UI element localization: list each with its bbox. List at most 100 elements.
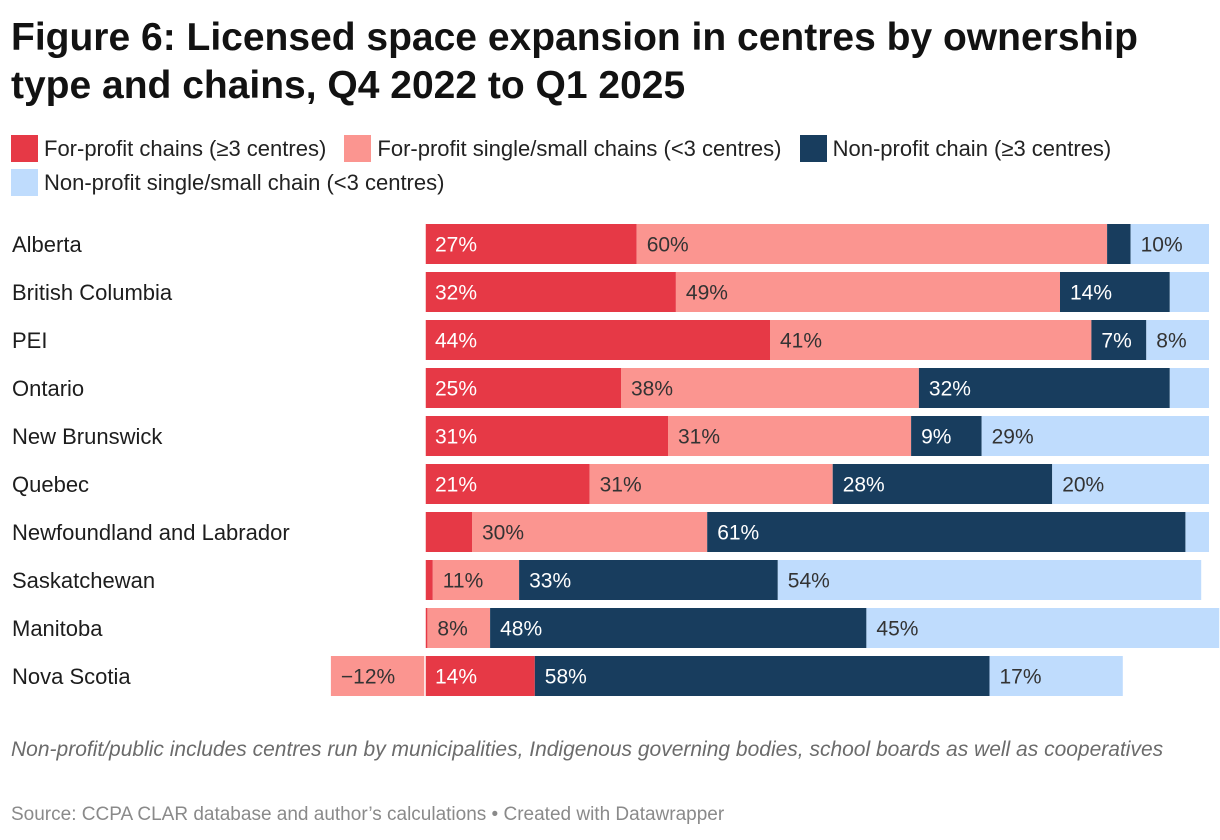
value-label-saskatchewan-non-profit-single: 54% (788, 570, 830, 593)
value-label-british-columbia-for-profit-chains: 32% (435, 282, 477, 305)
legend-swatch-non-profit-single (11, 169, 38, 196)
value-label-alberta-for-profit-chains: 27% (435, 234, 477, 257)
bar-ontario-for-profit-chains (425, 368, 621, 408)
value-label-nova-scotia-for-profit-chains: 14% (435, 666, 477, 689)
bar-quebec-for-profit-single (589, 464, 833, 504)
stacked-bar-chart: Alberta 27% 60% 10% British Columbia 32% 49% 14… (12, 222, 1220, 698)
bar-newfoundland-and-labrador-for-profit-chains (425, 512, 472, 552)
chart-source: Source: CCPA CLAR database and author’s … (11, 804, 725, 825)
bar-manitoba-for-profit-chains (425, 608, 428, 648)
bar-quebec-for-profit-chains (425, 464, 590, 504)
value-label-new-brunswick-non-profit-chain: 9% (921, 426, 951, 449)
bar-quebec-non-profit-single (1052, 464, 1209, 504)
bar-new-brunswick-non-profit-chain (911, 416, 982, 456)
value-label-manitoba-for-profit-single: 8% (437, 618, 467, 641)
bar-british-columbia-for-profit-single (675, 272, 1061, 312)
value-label-ontario-for-profit-chains: 25% (435, 378, 477, 401)
row-label-ontario: Ontario (12, 376, 84, 401)
bar-alberta-for-profit-single (636, 224, 1108, 264)
bar-newfoundland-and-labrador-non-profit-single (1185, 512, 1209, 552)
bar-manitoba-for-profit-single (427, 608, 491, 648)
value-label-new-brunswick-non-profit-single: 29% (992, 426, 1034, 449)
value-label-quebec-non-profit-chain: 28% (843, 474, 885, 497)
row-label-pei: PEI (12, 328, 47, 353)
bar-saskatchewan-for-profit-single (432, 560, 519, 600)
value-label-newfoundland-and-labrador-non-profit-chain: 61% (717, 522, 759, 545)
bar-alberta-for-profit-chains (425, 224, 637, 264)
row-label-new-brunswick: New Brunswick (12, 424, 163, 449)
legend: For-profit chains (≥3 centres) For-profi… (11, 132, 1191, 200)
legend-label-non-profit-single: Non-profit single/small chain (<3 centre… (44, 170, 445, 195)
bar-alberta-non-profit-single (1130, 224, 1209, 264)
value-label-new-brunswick-for-profit-single: 31% (678, 426, 720, 449)
value-label-nova-scotia-non-profit-single: 17% (1000, 666, 1042, 689)
value-label-quebec-for-profit-single: 31% (600, 474, 642, 497)
legend-swatch-non-profit-chain (799, 135, 827, 162)
legend-label-for-profit-chains: For-profit chains (≥3 centres) (44, 136, 327, 161)
value-label-newfoundland-and-labrador-for-profit-single: 30% (482, 522, 524, 545)
value-label-saskatchewan-non-profit-chain: 33% (529, 570, 571, 593)
value-label-pei-for-profit-chains: 44% (435, 330, 477, 353)
value-label-nova-scotia-for-profit-single: −12% (341, 666, 395, 689)
legend-item-non-profit-chain: Non-profit chain (≥3 centres) (799, 132, 1112, 166)
bar-ontario-non-profit-chain (918, 368, 1170, 408)
value-label-saskatchewan-for-profit-single: 11% (443, 570, 483, 593)
bar-pei-non-profit-chain (1091, 320, 1147, 360)
bar-british-columbia-for-profit-chains (425, 272, 676, 312)
value-label-ontario-for-profit-single: 38% (631, 378, 673, 401)
row-label-british-columbia: British Columbia (12, 280, 173, 305)
bar-british-columbia-non-profit-single (1169, 272, 1209, 312)
value-label-quebec-for-profit-chains: 21% (435, 474, 477, 497)
bar-saskatchewan-for-profit-chains (425, 560, 433, 600)
bar-pei-for-profit-single (770, 320, 1092, 360)
value-label-new-brunswick-for-profit-chains: 31% (435, 426, 477, 449)
bar-new-brunswick-non-profit-single (981, 416, 1209, 456)
row-label-quebec: Quebec (12, 472, 89, 497)
chart-title: Figure 6: Licensed space expansion in ce… (11, 16, 1139, 107)
bar-newfoundland-and-labrador-non-profit-chain (707, 512, 1186, 552)
row-label-newfoundland-and-labrador: Newfoundland and Labrador (12, 520, 290, 545)
bar-new-brunswick-for-profit-chains (425, 416, 668, 456)
bar-manitoba-non-profit-chain (490, 608, 867, 648)
chart-note: Non-profit/public includes centres run b… (11, 738, 1164, 761)
bar-newfoundland-and-labrador-for-profit-single (472, 512, 708, 552)
bar-nova-scotia-non-profit-chain (534, 656, 990, 696)
bar-alberta-non-profit-chain (1107, 224, 1131, 264)
bar-manitoba-non-profit-single (866, 608, 1220, 648)
legend-label-for-profit-single: For-profit single/small chains (<3 centr… (377, 136, 782, 161)
value-label-pei-non-profit-chain: 7% (1101, 330, 1131, 353)
bar-nova-scotia-non-profit-single (989, 656, 1123, 696)
bar-ontario-for-profit-single (621, 368, 919, 408)
bar-saskatchewan-non-profit-chain (519, 560, 778, 600)
value-label-british-columbia-for-profit-single: 49% (686, 282, 728, 305)
bar-quebec-non-profit-chain (832, 464, 1053, 504)
legend-item-non-profit-single: Non-profit single/small chain (<3 centre… (11, 166, 444, 200)
value-label-manitoba-non-profit-chain: 48% (500, 618, 542, 641)
value-label-ontario-non-profit-chain: 32% (929, 378, 971, 401)
bar-pei-for-profit-chains (425, 320, 770, 360)
legend-label-non-profit-chain: Non-profit chain (≥3 centres) (832, 136, 1112, 161)
legend-swatch-for-profit-chains (11, 135, 38, 162)
bar-british-columbia-non-profit-chain (1060, 272, 1170, 312)
legend-item-for-profit-chains: For-profit chains (≥3 centres) (11, 132, 326, 166)
bar-nova-scotia-for-profit-chains (425, 656, 535, 696)
row-label-saskatchewan: Saskatchewan (12, 568, 155, 593)
value-label-nova-scotia-non-profit-chain: 58% (545, 666, 587, 689)
row-label-manitoba: Manitoba (12, 616, 103, 641)
row-label-nova-scotia: Nova Scotia (12, 664, 131, 689)
bar-new-brunswick-for-profit-single (668, 416, 911, 456)
row-label-alberta: Alberta (12, 232, 82, 257)
bar-pei-non-profit-single (1146, 320, 1209, 360)
value-label-alberta-non-profit-single: 10% (1141, 234, 1183, 257)
value-label-british-columbia-non-profit-chain: 14% (1070, 282, 1112, 305)
legend-item-for-profit-single: For-profit single/small chains (<3 centr… (344, 132, 782, 166)
bar-ontario-non-profit-single (1169, 368, 1209, 408)
value-label-quebec-non-profit-single: 20% (1062, 474, 1104, 497)
value-label-alberta-for-profit-single: 60% (647, 234, 689, 257)
value-label-pei-non-profit-single: 8% (1156, 330, 1186, 353)
value-label-pei-for-profit-single: 41% (780, 330, 822, 353)
bar-saskatchewan-non-profit-single (777, 560, 1202, 600)
bar-nova-scotia-for-profit-single (330, 656, 425, 696)
legend-swatch-for-profit-single (344, 135, 372, 162)
value-label-manitoba-non-profit-single: 45% (876, 618, 918, 641)
